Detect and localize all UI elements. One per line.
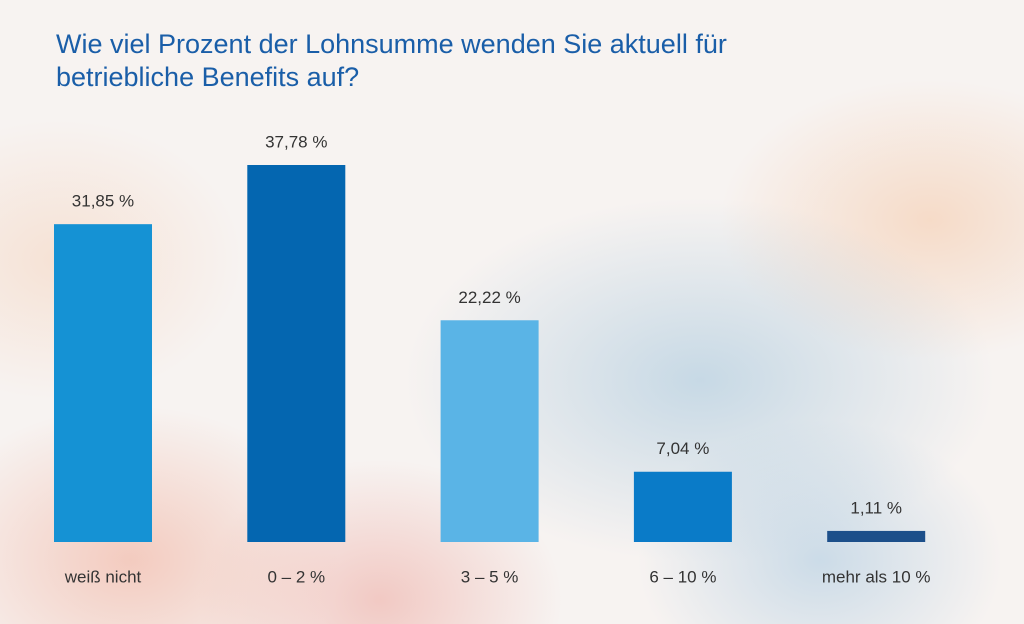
value-label: 1,11 % xyxy=(850,498,902,517)
x-tick-label: weiß nicht xyxy=(64,567,142,586)
value-label: 37,78 % xyxy=(265,132,327,151)
x-tick-label: 0 – 2 % xyxy=(267,567,325,586)
value-label: 22,22 % xyxy=(458,288,520,307)
value-label: 7,04 % xyxy=(656,439,709,458)
bar xyxy=(247,165,346,542)
chart-title: Wie viel Prozent der Lohnsumme wenden Si… xyxy=(56,29,727,92)
bar xyxy=(633,471,732,542)
x-tick-label: mehr als 10 % xyxy=(822,567,931,586)
bar xyxy=(827,530,926,542)
bar xyxy=(440,320,539,542)
x-tick-label: 6 – 10 % xyxy=(649,567,716,586)
bar xyxy=(54,224,152,542)
value-label: 31,85 % xyxy=(72,192,134,211)
x-tick-label: 3 – 5 % xyxy=(461,567,519,586)
